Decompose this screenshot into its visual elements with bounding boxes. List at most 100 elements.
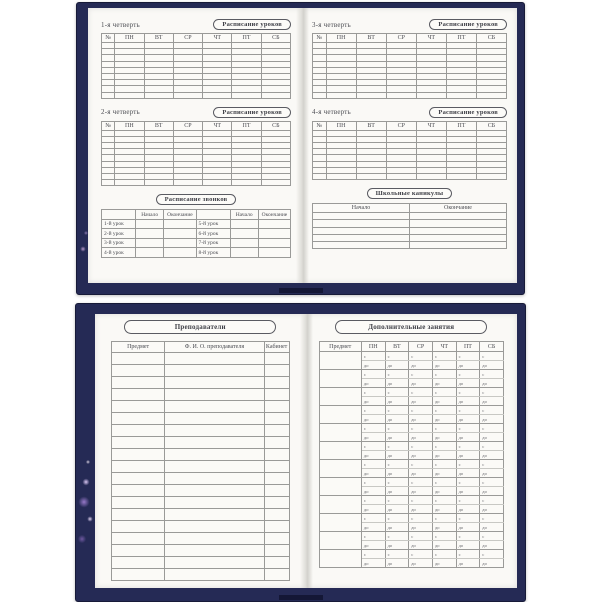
day-column-header: СР xyxy=(172,33,204,43)
time-cell xyxy=(163,237,197,249)
time-cell xyxy=(163,247,197,258)
time-to-cell: до xyxy=(360,378,386,388)
extra-column-header: СБ xyxy=(479,341,504,352)
quarter-4-label: 4-я четверть xyxy=(312,108,351,117)
teachers-cell xyxy=(110,400,166,413)
quarter-4-schedule-table: № ПН ВТ СР ЧТ ПТ СБ xyxy=(312,120,508,181)
time-from-cell: с xyxy=(360,441,386,451)
time-to-cell: до xyxy=(431,450,457,460)
schedule-empty-row xyxy=(312,91,508,99)
time-from-cell: с xyxy=(455,459,481,469)
start-column-header: Начало xyxy=(229,209,259,220)
teachers-cell xyxy=(263,544,290,557)
time-from-cell: с xyxy=(455,387,481,397)
teachers-cell xyxy=(263,376,290,389)
bottom-spread-pages: Преподаватели Предмет Ф. И. О. преподават… xyxy=(95,314,517,588)
time-cell xyxy=(135,218,165,230)
day-column-header: № xyxy=(312,33,327,43)
bells-schedule-table: Начало Окончание Начало Окончание 1-й урок 5-… xyxy=(100,209,292,258)
teachers-cell xyxy=(164,460,265,473)
time-to-cell: до xyxy=(408,504,433,514)
bells-row: 2-й урок 6-й урок xyxy=(100,228,292,239)
date-cell xyxy=(312,219,410,228)
time-from-cell: с xyxy=(479,351,504,361)
time-from-cell: с xyxy=(360,513,386,523)
teachers-cell xyxy=(263,352,290,365)
time-to-cell: до xyxy=(431,504,457,514)
teachers-cell xyxy=(110,496,166,509)
teachers-cell xyxy=(110,388,166,401)
schedule-cell xyxy=(100,179,116,187)
holidays-empty-row xyxy=(312,226,507,235)
time-from-cell: с xyxy=(479,423,504,433)
extra-row-to: до до до до до до xyxy=(319,540,504,550)
day-column-header: № xyxy=(312,120,327,131)
subject-cell xyxy=(318,351,362,370)
page-quarter-3-4: 3-я четверть Расписание уроков № ПН ВТ СР ЧТ… xyxy=(309,8,517,283)
subject-cell xyxy=(318,513,362,532)
time-from-cell: с xyxy=(431,459,457,469)
time-from-cell: с xyxy=(384,423,410,433)
time-to-cell: до xyxy=(455,504,481,514)
date-cell xyxy=(409,212,507,221)
teachers-cell xyxy=(263,448,290,461)
schedule-cell xyxy=(445,91,477,99)
time-to-cell: до xyxy=(384,486,410,496)
teachers-empty-row xyxy=(110,568,290,581)
day-column-header: ПН xyxy=(325,120,357,131)
time-from-cell: с xyxy=(479,405,504,415)
time-to-cell: до xyxy=(360,486,386,496)
time-from-cell: с xyxy=(431,369,457,379)
schedule-empty-row xyxy=(100,66,292,74)
schedule-cell xyxy=(114,91,145,99)
time-to-cell: до xyxy=(455,540,481,550)
quarter-3-label: 3-я четверть xyxy=(312,20,351,29)
schedule-cell xyxy=(415,91,447,99)
subject-cell xyxy=(318,441,362,460)
time-from-cell: с xyxy=(408,531,433,541)
time-cell xyxy=(257,218,292,230)
holidays-empty-row xyxy=(312,240,507,250)
teachers-cell xyxy=(110,520,166,533)
time-from-cell: с xyxy=(479,441,504,451)
time-cell xyxy=(135,237,165,249)
time-to-cell: до xyxy=(360,360,386,370)
time-to-cell: до xyxy=(431,468,457,478)
extra-row-to: до до до до до до xyxy=(319,558,504,568)
time-from-cell: с xyxy=(384,531,410,541)
lesson-label: 2-й урок xyxy=(100,228,137,239)
time-from-cell: с xyxy=(479,531,504,541)
bells-schedule-badge: Расписание звонков xyxy=(155,194,237,206)
page-extra-classes: Дополнительные занятия Предмет ПН ВТ СР ЧТ ПТ… xyxy=(313,314,518,588)
day-column-header: СР xyxy=(385,33,417,43)
time-to-cell: до xyxy=(455,558,481,568)
schedule-cell xyxy=(445,172,477,181)
time-from-cell: с xyxy=(384,405,410,415)
teachers-cell xyxy=(110,508,166,521)
teachers-cell xyxy=(110,436,166,449)
time-to-cell: до xyxy=(479,468,504,478)
schedule-cell xyxy=(385,91,417,99)
schedule-cell xyxy=(172,179,204,187)
teachers-empty-row xyxy=(110,460,290,473)
time-from-cell: с xyxy=(360,459,386,469)
subject-cell xyxy=(318,549,362,568)
time-from-cell: с xyxy=(408,477,433,487)
date-cell xyxy=(312,226,410,235)
quarter-3-schedule-table: № ПН ВТ СР ЧТ ПТ СБ xyxy=(312,33,508,99)
time-from-cell: с xyxy=(479,513,504,523)
time-to-cell: до xyxy=(408,360,433,370)
time-from-cell: с xyxy=(384,549,410,559)
subject-cell xyxy=(318,477,362,496)
schedule-cell xyxy=(355,172,387,181)
time-from-cell: с xyxy=(431,387,457,397)
end-column-header: Окончание xyxy=(257,209,292,220)
holidays-empty-row xyxy=(312,212,507,221)
cover-binding-notch xyxy=(278,288,323,293)
